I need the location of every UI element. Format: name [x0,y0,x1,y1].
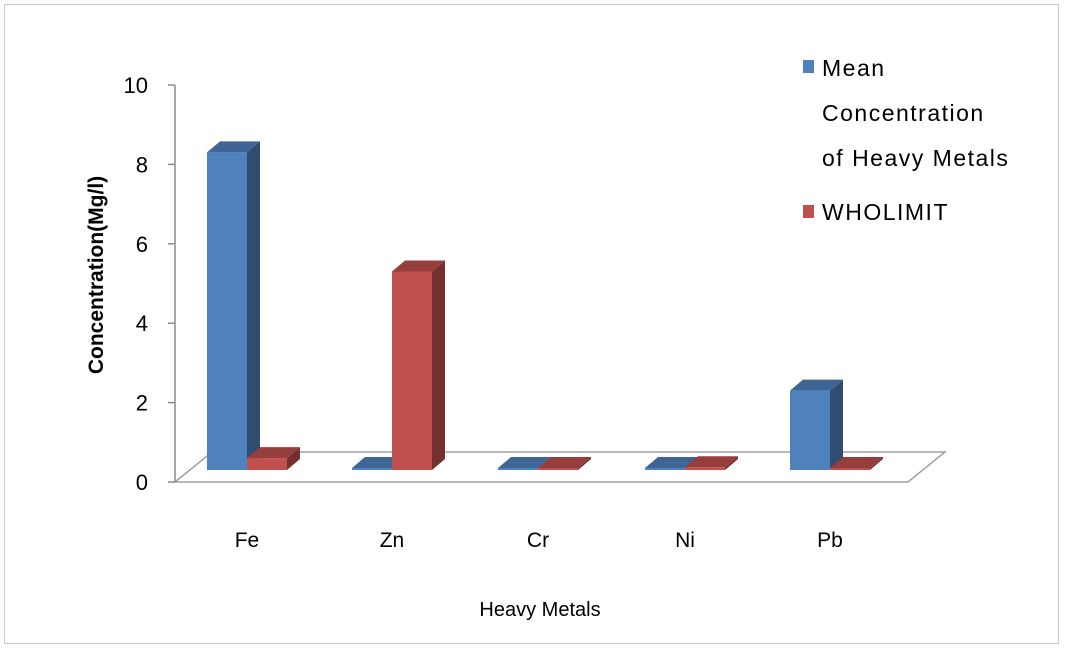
legend-label-mean: Mean Concentration of Heavy Metals [822,55,1009,171]
bar-who-limit-fe [247,447,300,470]
x-tick-label-ni: Ni [675,529,695,552]
legend-label-line: Mean [822,55,886,81]
legend-label-line: of Heavy Metals [822,145,1009,171]
x-axis-title: Heavy Metals [479,599,600,621]
bar-front-face [538,468,578,470]
bar-who-limit-pb [830,457,883,470]
y-tick-label: 4 [136,311,148,336]
bar-side-face [287,447,300,470]
legend-swatch-mean [803,60,814,73]
y-tick-label: 2 [136,391,148,416]
bar-top-face [538,457,591,468]
y-axis: 0 2 4 6 8 10 [124,73,176,495]
bar-who-limit-zn [392,260,445,470]
bar-who-limit-cr [538,457,591,470]
bar-top-face [207,141,260,153]
bar-top-face [247,447,300,459]
bar-side-face [247,141,260,470]
bar-front-face [830,468,870,470]
bar-front-face [645,468,685,470]
bar-front-face [352,468,392,470]
bar-top-face [498,457,551,468]
bar-side-face [870,457,883,470]
bar-front-face [392,271,432,470]
bar-top-face [645,457,698,468]
x-tick-label-cr: Cr [527,529,549,552]
legend-swatch-who-limit [803,205,814,218]
legend: Mean Concentration of Heavy Metals WHOLIMI… [803,55,1009,225]
bar-top-face [392,260,445,272]
bar-mean-pb [790,379,843,470]
y-tick-label: 8 [136,152,148,177]
bar-top-face [830,457,883,468]
chart-frame [4,4,1059,644]
legend-label-line: Concentration [822,100,985,126]
y-tick-label: 6 [136,232,148,257]
bar-front-face [247,458,287,470]
y-tick-label: 10 [124,73,148,98]
bar-who-limit-ni [685,456,738,470]
x-tick-label-pb: Pb [817,529,843,552]
bar-front-face [685,467,725,470]
x-tick-label-fe: Fe [235,529,260,552]
bar-side-face [432,260,445,470]
y-axis-title: Concentration(Mg/l) [85,176,108,374]
bar-side-face [830,379,843,470]
x-tick-label-zn: Zn [380,529,405,552]
bar-mean-fe [207,141,260,470]
bar-top-face [685,456,738,468]
legend-label-who-limit: WHOLIMIT [822,199,949,225]
bar-front-face [790,390,830,470]
bar-top-face [352,457,405,468]
bar-side-face [578,457,591,470]
bar-front-face [498,468,538,470]
x-axis-labels: Fe Zn Cr Ni Pb [235,529,843,552]
bar-front-face [207,152,247,470]
bar-top-face [790,379,843,391]
bar-side-face [725,456,738,470]
y-tick-label: 0 [136,470,148,495]
bars [207,141,883,470]
